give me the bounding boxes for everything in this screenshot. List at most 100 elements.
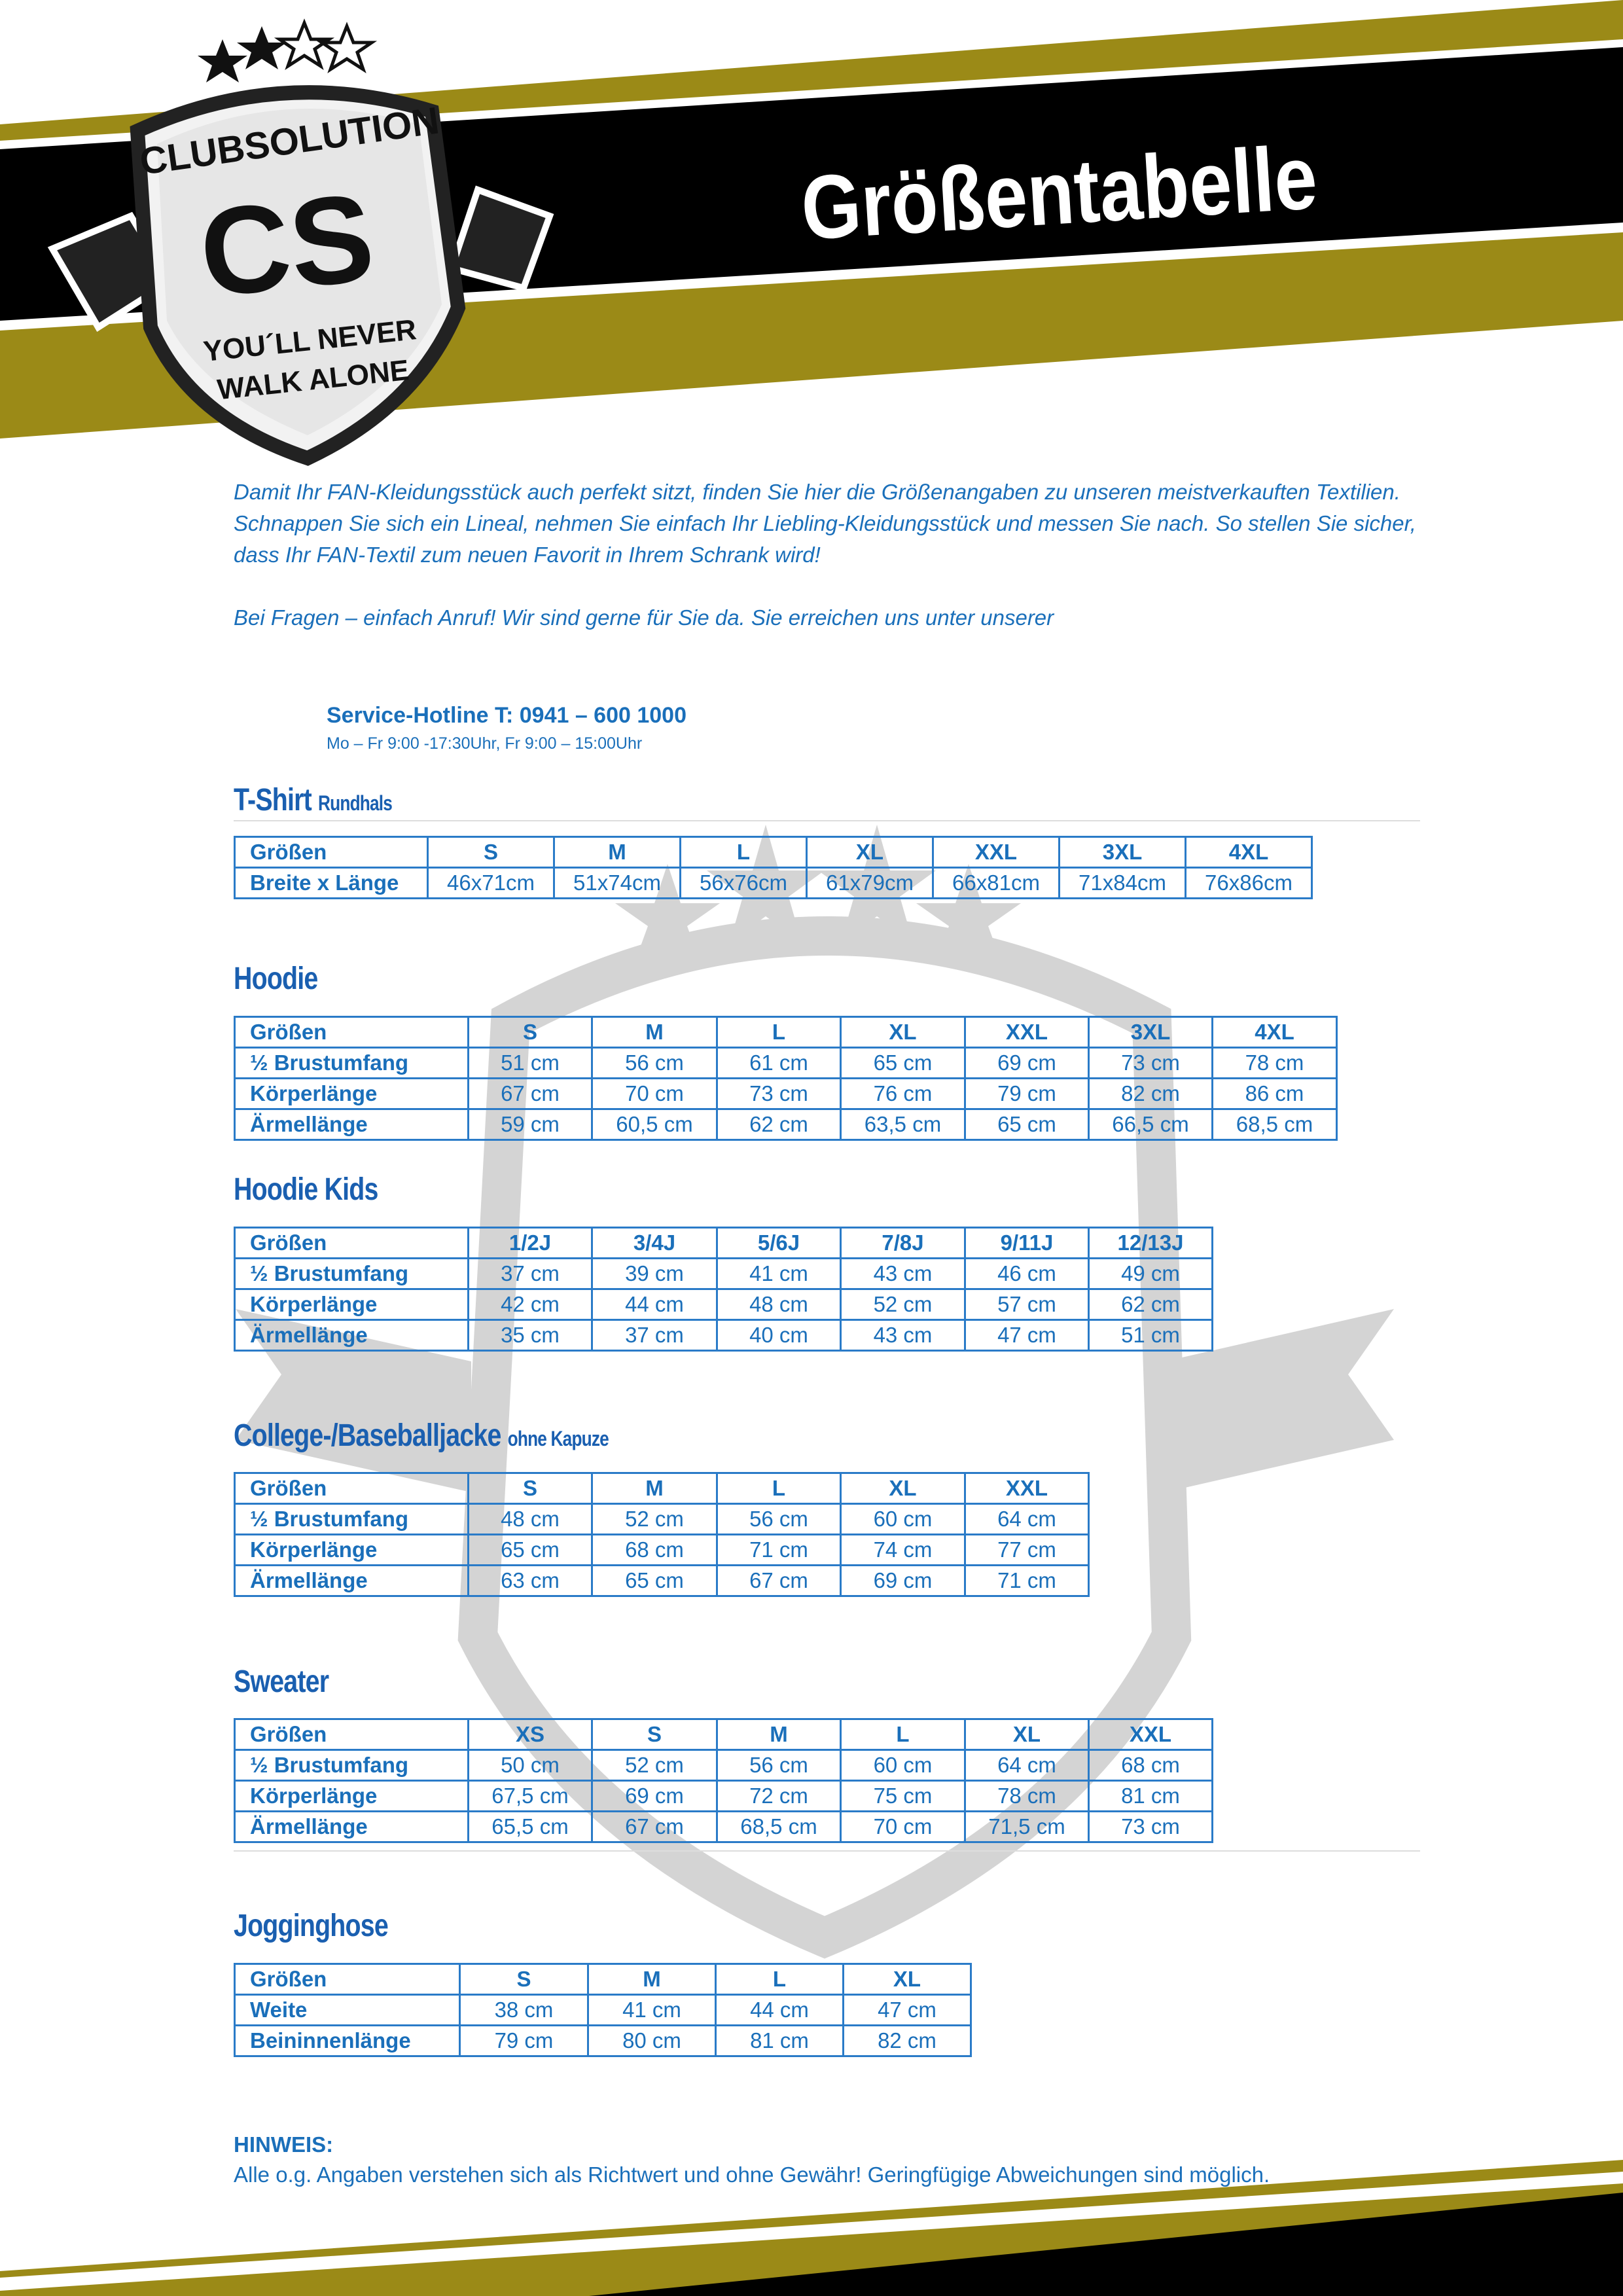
size-header: M [716,1718,842,1751]
row-label: Körperlänge [234,1077,469,1110]
size-header: 5/6J [716,1227,842,1259]
table-cell: 68,5 cm [1211,1108,1338,1141]
table-row: ½ Brustumfang 50 cm 52 cm 56 cm 60 cm 64 cm 68… [234,1749,1213,1782]
table-cell: 35 cm [467,1319,593,1352]
row-label: Weite [234,1994,461,2026]
table-row: Ärmellänge 35 cm 37 cm 40 cm 43 cm 47 cm 51 cm [234,1319,1213,1352]
table-cell: 62 cm [716,1108,842,1141]
table-row: Ärmellänge 65,5 cm 67 cm 68,5 cm 70 cm 71,5 c… [234,1810,1213,1843]
table-cell: 37 cm [467,1257,593,1290]
table-header-row: Größen S M L XL XXL 3XL 4XL [234,1016,1338,1049]
table-cell: 81 cm [715,2024,844,2057]
divider [234,820,1420,821]
table-row: Breite x Länge 46x71cm 51x74cm 56x76cm 61x79… [234,867,1313,899]
table-cell: 64 cm [964,1503,1090,1535]
size-table: Größen S M L XL XXL 3XL 4XL ½ Brustumfang 51 cm 56… [234,1016,1338,1141]
section-title: T-Shirt Rundhals [234,782,393,818]
table-row: Ärmellänge 63 cm 65 cm 67 cm 69 cm 71 cm [234,1564,1090,1597]
table-cell: 68,5 cm [716,1810,842,1843]
size-header: XS [467,1718,593,1751]
table-cell: 67,5 cm [467,1780,593,1812]
table-cell: 51 cm [1088,1319,1213,1352]
note-text: Alle o.g. Angaben verstehen sich als Ric… [234,2162,1270,2187]
section-title-main: T-Shirt [234,783,312,817]
size-header: XL [840,1016,966,1049]
table-cell: 39 cm [591,1257,718,1290]
table-cell: 71,5 cm [964,1810,1090,1843]
row-label: Ärmellänge [234,1810,469,1843]
table-cell: 81 cm [1088,1780,1213,1812]
section-title-main: Sweater [234,1664,329,1699]
table-cell: 44 cm [591,1288,718,1321]
table-row: Beininnenlänge 79 cm 80 cm 81 cm 82 cm [234,2024,972,2057]
table-row: Körperlänge 67,5 cm 69 cm 72 cm 75 cm 78 cm 81… [234,1780,1213,1812]
row-label: Größen [234,1963,461,1996]
table-cell: 46 cm [964,1257,1090,1290]
size-header: XL [806,836,934,869]
size-header: 12/13J [1088,1227,1213,1259]
row-label: ½ Brustumfang [234,1749,469,1782]
size-header: 4XL [1185,836,1313,869]
table-cell: 47 cm [964,1319,1090,1352]
table-row: ½ Brustumfang 37 cm 39 cm 41 cm 43 cm 46 cm 49… [234,1257,1213,1290]
svg-text:CS: CS [194,168,380,323]
size-header: L [715,1963,844,1996]
clubsolution-logo: CLUBSOLUTION CS YOU´LL NEVER WALK ALONE [47,18,554,466]
table-row: Ärmellänge 59 cm 60,5 cm 62 cm 63,5 cm 65 cm 6… [234,1108,1338,1141]
table-cell: 63,5 cm [840,1108,966,1141]
size-header: XXL [964,1472,1090,1505]
footer-white-stripe [0,2172,1623,2291]
table-cell: 37 cm [591,1319,718,1352]
row-label: Größen [234,1718,469,1751]
table-cell: 75 cm [840,1780,966,1812]
table-cell: 60 cm [840,1749,966,1782]
table-cell: 51x74cm [553,867,681,899]
intro-text: Damit Ihr FAN-Kleidungsstück auch perfek… [234,476,1444,634]
size-header: S [459,1963,589,1996]
size-header: XL [842,1963,972,1996]
size-header: XXL [964,1016,1090,1049]
table-cell: 63 cm [467,1564,593,1597]
table-cell: 70 cm [840,1810,966,1843]
service-hotline: Service-Hotline T: 0941 – 600 1000 [327,703,687,728]
size-header: XXL [1088,1718,1213,1751]
table-cell: 67 cm [591,1810,718,1843]
section-title: Hoodie Kids [234,1172,378,1208]
table-cell: 40 cm [716,1319,842,1352]
table-cell: 56 cm [716,1749,842,1782]
table-cell: 41 cm [716,1257,842,1290]
section-title: College-/Baseballjacke ohne Kapuze [234,1418,609,1454]
table-cell: 48 cm [716,1288,842,1321]
size-header: M [587,1963,717,1996]
size-header: 9/11J [964,1227,1090,1259]
size-header: M [591,1472,718,1505]
table-cell: 56x76cm [679,867,808,899]
table-cell: 62 cm [1088,1288,1213,1321]
row-label: ½ Brustumfang [234,1047,469,1079]
size-table: Größen S M L XL XXL ½ Brustumfang 48 cm 52 cm 56 … [234,1472,1090,1597]
section-title-main: Hoodie [234,961,318,996]
table-cell: 71 cm [716,1534,842,1566]
row-label: ½ Brustumfang [234,1257,469,1290]
intro-paragraph-3: Bei Fragen – einfach Anruf! Wir sind ger… [234,605,1054,630]
table-cell: 65 cm [467,1534,593,1566]
table-cell: 71 cm [964,1564,1090,1597]
table-cell: 79 cm [964,1077,1090,1110]
size-header: 7/8J [840,1227,966,1259]
table-cell: 56 cm [716,1503,842,1535]
table-row: Körperlänge 67 cm 70 cm 73 cm 76 cm 79 cm 82 c… [234,1077,1338,1110]
size-table: Größen XS S M L XL XXL ½ Brustumfang 50 cm 52 cm 5… [234,1718,1213,1843]
row-label: ½ Brustumfang [234,1503,469,1535]
table-cell: 73 cm [1088,1810,1213,1843]
row-label: Größen [234,1016,469,1049]
table-cell: 76 cm [840,1077,966,1110]
table-header-row: Größen S M L XL XXL [234,1472,1090,1505]
section-title: Jogginghose [234,1908,389,1944]
size-header: 1/2J [467,1227,593,1259]
section-title-main: Hoodie Kids [234,1172,378,1207]
table-cell: 52 cm [591,1503,718,1535]
size-header: XXL [932,836,1060,869]
section-subtitle: ohne Kapuze [507,1427,609,1450]
table-cell: 43 cm [840,1319,966,1352]
